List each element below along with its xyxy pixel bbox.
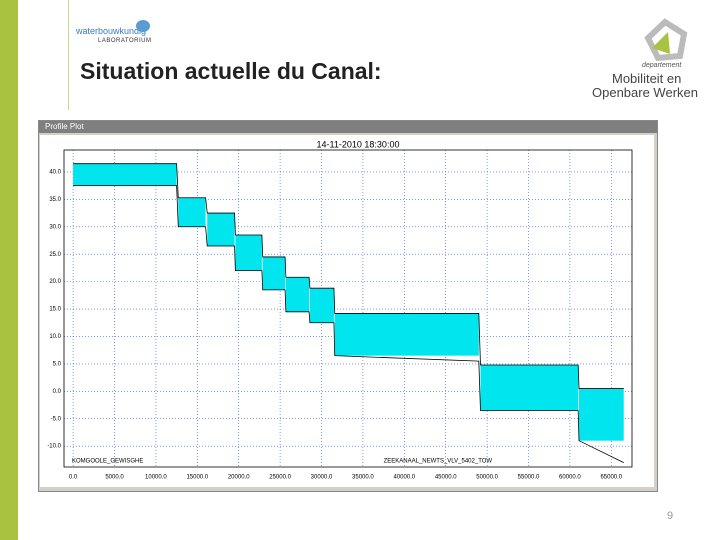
water-fill [235, 235, 262, 271]
water-fill [480, 364, 579, 411]
x-tick-label: 5000.0 [105, 475, 124, 481]
x-tick-label: 60000.0 [559, 475, 581, 481]
divider [68, 0, 69, 110]
water-fill [334, 313, 479, 356]
y-tick-label: 15.0 [49, 307, 61, 313]
dept-name: Mobiliteit en [612, 71, 682, 86]
x-tick-label: 55000.0 [518, 475, 540, 481]
y-tick-label: -10.0 [47, 444, 61, 450]
x-tick-label: 15000.0 [186, 475, 208, 481]
profile-line [73, 185, 624, 463]
x-tick-label: 20000.0 [228, 475, 250, 481]
slide-title: Situation actuelle du Canal: [80, 58, 382, 84]
x-tick-label: 65000.0 [600, 475, 622, 481]
x-tick-label: 30000.0 [311, 475, 333, 481]
y-tick-label: 40.0 [49, 170, 61, 176]
logo-shape [652, 32, 670, 54]
y-tick-label: -5.0 [51, 416, 62, 422]
chart-title: 14-11-2010 18:30:00 [317, 139, 400, 149]
logo-text: waterbouwkundig [76, 26, 147, 36]
x-tick-label: 40000.0 [393, 475, 415, 481]
water-fill [73, 163, 177, 186]
y-tick-label: 0.0 [53, 389, 62, 395]
logo-shape [644, 18, 688, 62]
water-fill [309, 288, 334, 323]
logo-icon [136, 20, 150, 32]
annotation: KOMGOOLE_GEWISGHE [72, 459, 143, 465]
x-tick-label: 25000.0 [269, 475, 291, 481]
dept-small: departement [642, 62, 682, 69]
plot-frame [63, 149, 633, 468]
y-tick-label: 25.0 [49, 252, 61, 258]
x-tick-label: 45000.0 [435, 475, 457, 481]
x-tick-label: 35000.0 [352, 475, 374, 481]
y-tick-label: 5.0 [53, 361, 62, 367]
window-title: Profile Plot [39, 121, 657, 133]
y-tick-label: 20.0 [49, 279, 61, 285]
y-tick-label: 10.0 [49, 334, 61, 340]
annotation: ZEEKANAAL_NEWTS_VLV_5402_TOW [384, 459, 493, 465]
side-bar [0, 0, 18, 540]
dept-logo [644, 18, 688, 62]
x-tick-label: 0.0 [69, 475, 78, 481]
water-fill [207, 213, 235, 246]
water-fill [579, 388, 624, 441]
water-fill [285, 277, 310, 312]
y-tick-label: 35.0 [49, 197, 61, 203]
water-fill [178, 197, 206, 227]
page-number: 9 [667, 510, 674, 522]
chart-bg [40, 135, 654, 487]
profile-line [73, 163, 624, 389]
dept-name: Openbare Werken [592, 85, 698, 100]
x-tick-label: 50000.0 [476, 475, 498, 481]
water-fill [262, 256, 286, 290]
logo-text: LABORATORIUM [98, 38, 152, 44]
x-tick-label: 10000.0 [145, 475, 167, 481]
chart: 14-11-2010 18:30:00 -10.0 -5.0 0.0 5.0 10.0 1… [40, 135, 654, 487]
y-tick-label: 30.0 [49, 224, 61, 230]
